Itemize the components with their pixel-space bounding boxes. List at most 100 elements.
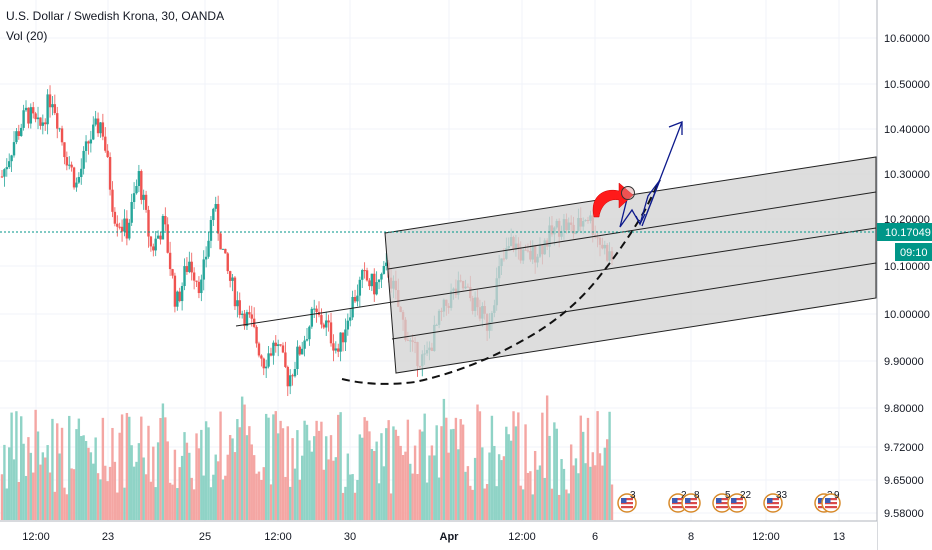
candle [101,113,105,141]
volume-bar [541,412,544,520]
candle [334,341,338,354]
price-axis[interactable]: 10.6000010.5000010.4000010.3000010.20000… [876,0,932,550]
candle [296,340,299,375]
volume-bar [137,443,141,520]
volume-bar [365,420,369,520]
candle [231,274,234,292]
volume-bar [24,475,28,520]
volume-bar [56,423,59,520]
event-flag[interactable]: 22 [727,490,752,513]
candle [322,322,326,330]
candle [29,103,33,129]
volume-bar [469,485,472,520]
volume-bar [305,424,309,520]
volume-bar [156,442,160,520]
volume-bar [440,426,443,520]
candle [17,124,21,140]
volume-bar [238,427,241,520]
candle [89,130,93,153]
event-flag[interactable]: 8 [681,490,701,513]
time-label: 25 [199,531,211,543]
volume-bar [41,452,45,520]
projection-path[interactable] [619,121,683,228]
candle [233,276,237,310]
candle [183,258,186,291]
event-flag[interactable]: 3 [617,490,637,513]
candle [94,110,97,127]
volume-bar [373,451,376,520]
volume-bar [204,421,208,520]
volume-bar [457,449,460,520]
candle [308,325,311,346]
event-flag[interactable]: 9 [821,490,841,513]
volume-bar [248,426,251,520]
candle [375,271,378,296]
candle [240,310,244,319]
candle [204,246,208,268]
volume-bar [106,481,109,520]
us-flag-icon [763,493,783,513]
volume-bar [401,455,405,520]
candle [358,276,362,308]
volume-bar [397,435,400,520]
candle [257,341,261,358]
time-label: 12:00 [22,531,50,543]
volume-bar [339,412,342,520]
volume-bar [380,433,383,520]
red-arrow-marker[interactable] [592,182,634,218]
target-circle[interactable] [621,186,635,200]
candle [361,268,364,289]
volume-bar [84,441,88,520]
candle [125,210,129,246]
symbol-title[interactable]: U.S. Dollar / Swedish Krona, 30, OANDA [6,9,225,23]
candle [216,195,220,241]
volume-bar [39,464,42,520]
volume-bar [327,459,330,520]
volume-bar [567,493,570,520]
economic-events[interactable]: 3285223339 [617,490,841,513]
event-flag[interactable]: 5 [712,490,732,513]
volume-bar [48,472,52,520]
volume-bar [392,426,395,520]
volume-bar [586,417,590,520]
candle [267,346,270,369]
regression-channel[interactable] [235,156,877,374]
candle [70,161,73,172]
volume-bar [272,414,275,520]
candle [68,156,71,170]
volume-bar [322,469,326,520]
volume-bar [437,477,441,520]
volume-bar [490,415,494,520]
candle [58,127,61,132]
volume-bar [82,435,85,520]
time-label: 13 [833,531,845,543]
volume-bar [483,488,486,520]
volume-bar [485,484,489,520]
time-axis[interactable]: 12:00 23 25 12:00 30 Apr 12:00 6 8 12:00 13 [0,520,877,550]
price-label: 10.00000 [884,309,930,321]
volume-bar [255,473,258,520]
volume-bar [363,417,366,520]
volume-bar [5,488,9,520]
volume-bar [94,437,97,520]
volume-bar [291,438,294,520]
volume-indicator-title[interactable]: Vol (20) [6,29,48,43]
current-price-value: 10.17049 [885,227,931,239]
volume-bar [361,437,364,520]
volume-bar [120,414,124,520]
volume-bar [593,465,597,520]
volume-bar [545,395,549,520]
event-flag[interactable]: 33 [763,490,788,513]
candle [373,268,376,302]
candle [135,179,138,195]
candle [276,339,280,357]
dashed-curve[interactable] [341,179,661,385]
volume-bar [404,451,407,520]
volume-bar [514,426,518,520]
volume-bar [459,419,462,520]
volume-bar [130,445,133,520]
volume-bar [406,419,410,520]
volume-bar [116,492,119,520]
candle [178,287,181,303]
